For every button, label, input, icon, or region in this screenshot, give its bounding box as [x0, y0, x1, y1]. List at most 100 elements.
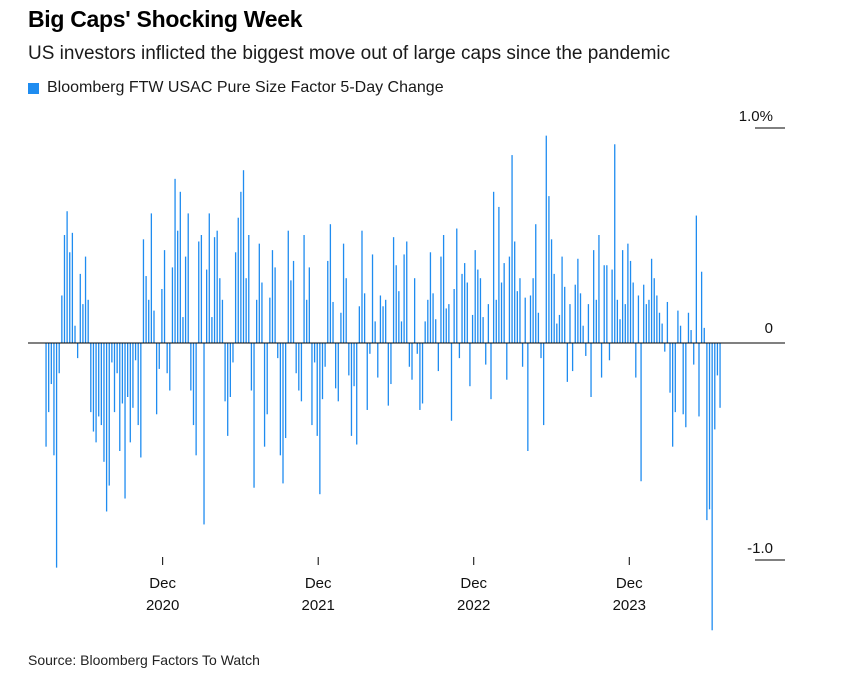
bar: [511, 155, 513, 343]
bar: [340, 312, 342, 343]
x-tick-label-year: 2023: [613, 597, 646, 614]
bar: [566, 343, 568, 382]
bar: [611, 269, 613, 343]
bar: [121, 343, 124, 404]
bar: [587, 304, 590, 343]
chart-title: Big Caps' Shocking Week: [28, 6, 303, 32]
bar: [245, 278, 247, 343]
bar: [90, 343, 92, 413]
bar: [277, 343, 279, 359]
bar: [558, 314, 561, 343]
bar: [440, 256, 442, 343]
bar: [703, 327, 705, 343]
bar: [474, 250, 476, 343]
bar: [224, 343, 226, 402]
bar: [227, 343, 229, 436]
bar: [643, 284, 645, 343]
bar: [669, 343, 671, 393]
bar: [366, 343, 368, 410]
bar: [155, 343, 158, 415]
legend-label: Bloomberg FTW USAC Pure Size Factor 5-Da…: [47, 79, 444, 96]
bar: [521, 343, 524, 367]
bar: [658, 312, 661, 343]
bar: [266, 343, 268, 415]
bar: [382, 306, 384, 343]
bar: [682, 343, 684, 415]
bar: [53, 343, 55, 456]
bar: [442, 235, 445, 343]
bar: [395, 265, 397, 343]
bar: [471, 314, 474, 343]
bar: [677, 310, 679, 343]
bar: [66, 211, 68, 343]
legend: Bloomberg FTW USAC Pure Size Factor 5-Da…: [28, 79, 444, 97]
x-tick-label-month: Dec: [460, 575, 487, 592]
bar: [148, 299, 150, 343]
bar: [74, 325, 76, 343]
bar: [664, 343, 666, 352]
bar: [127, 343, 129, 397]
bar: [456, 228, 458, 343]
bar: [387, 343, 389, 406]
bar: [76, 343, 79, 359]
bar: [429, 252, 432, 343]
bar: [169, 343, 171, 391]
bar: [303, 235, 305, 343]
bar: [132, 343, 134, 408]
bar: [606, 265, 608, 343]
bar: [674, 343, 676, 413]
bars-group: [45, 135, 721, 631]
bar: [195, 343, 197, 456]
bar: [561, 256, 563, 343]
bar: [500, 282, 503, 343]
bar: [92, 343, 95, 432]
bar: [69, 252, 71, 343]
bar: [445, 308, 447, 343]
bar: [432, 293, 434, 343]
bar: [411, 343, 413, 380]
x-tick-label-year: 2020: [146, 597, 179, 614]
bar: [345, 278, 347, 343]
bar: [690, 330, 692, 343]
bar: [292, 260, 295, 343]
bar: [140, 343, 142, 458]
bar: [58, 343, 60, 374]
bar: [437, 343, 439, 372]
bar: [714, 343, 716, 430]
bar: [82, 304, 84, 343]
bar: [545, 135, 547, 343]
bar: [369, 343, 371, 354]
bar: [687, 312, 690, 343]
bar: [700, 271, 703, 343]
bar: [540, 343, 542, 359]
bar: [424, 321, 426, 343]
x-tick-label-month: Dec: [149, 575, 176, 592]
bar: [248, 235, 250, 343]
bar: [206, 269, 208, 343]
bar: [350, 343, 353, 436]
bar: [535, 224, 537, 343]
bar: [582, 325, 584, 343]
bar: [548, 196, 550, 343]
bar: [356, 343, 358, 445]
bar: [261, 282, 263, 343]
bar: [640, 343, 642, 482]
bar: [232, 343, 234, 363]
bar: [103, 343, 105, 462]
bar: [666, 301, 669, 343]
bar: [329, 224, 332, 343]
bar: [585, 343, 587, 356]
bar: [719, 343, 721, 408]
x-tick-label-month: Dec: [305, 575, 332, 592]
bar: [693, 343, 695, 365]
bar: [240, 191, 242, 343]
bar: [71, 232, 74, 343]
bar: [269, 297, 271, 343]
x-tick-label-year: 2022: [457, 597, 490, 614]
bar: [450, 343, 453, 421]
bar: [485, 343, 487, 365]
bar: [300, 343, 303, 402]
bar: [698, 343, 700, 417]
bar: [184, 256, 187, 343]
